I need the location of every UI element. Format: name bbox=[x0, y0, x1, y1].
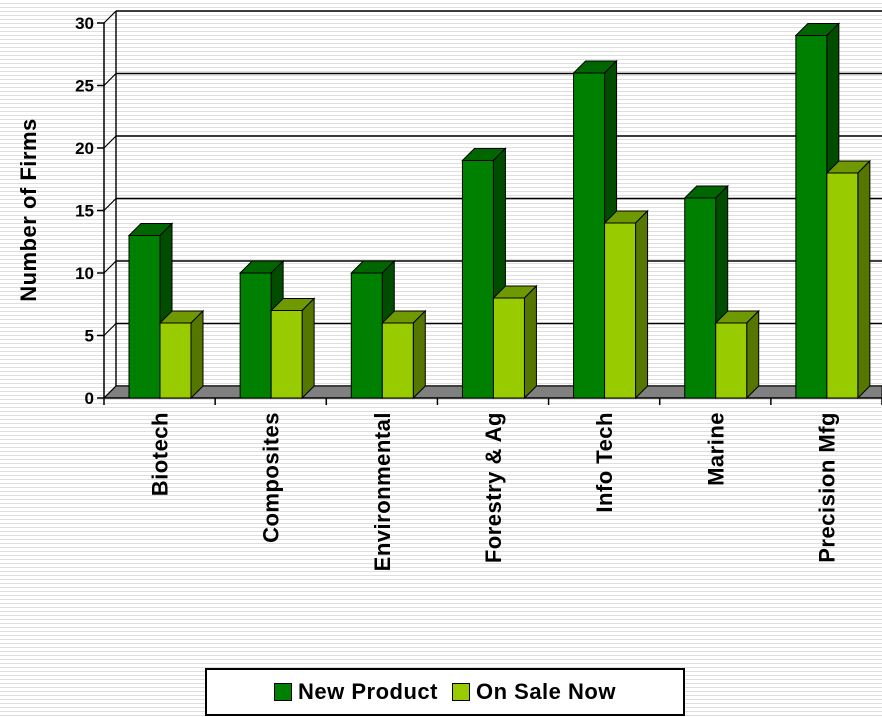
y-tick-label: 15 bbox=[75, 202, 94, 221]
y-axis-title: Number of Firms bbox=[16, 118, 41, 302]
legend-swatch-new-product bbox=[274, 683, 293, 701]
legend-label-on-sale-now: On Sale Now bbox=[475, 679, 616, 704]
x-category-label: Precision Mfg bbox=[814, 412, 839, 563]
bar-front bbox=[270, 310, 303, 399]
x-category-label: Environmental bbox=[370, 412, 395, 571]
bar-forestry-ag-on-sale-now bbox=[492, 284, 538, 400]
labels: 0 5 10 15 20 25 30 Biotech Composites Environment… bbox=[75, 14, 839, 571]
x-category-label: Marine bbox=[703, 412, 728, 486]
bar-composites-on-sale-now bbox=[269, 297, 316, 400]
bar-front bbox=[492, 297, 525, 399]
legend: New Product On Sale Now bbox=[205, 668, 685, 716]
legend-entry-on-sale-now: On Sale Now bbox=[451, 679, 616, 705]
bar-front bbox=[461, 160, 494, 399]
bar-front bbox=[826, 172, 859, 399]
bar-side bbox=[412, 309, 426, 400]
bar-front bbox=[604, 222, 637, 399]
bar-front bbox=[350, 272, 383, 399]
bar-front bbox=[381, 322, 414, 399]
bar-front bbox=[159, 322, 192, 399]
bar-side bbox=[857, 159, 871, 400]
y-tick-label: 25 bbox=[75, 77, 94, 96]
bar-biotech-on-sale-now bbox=[158, 309, 205, 400]
legend-entry-new-product: New Product bbox=[274, 679, 438, 705]
bar-precision-mfg-on-sale-now bbox=[825, 159, 872, 400]
x-category-label: Biotech bbox=[148, 412, 173, 496]
bars bbox=[127, 22, 872, 400]
bar-environmental-on-sale-now bbox=[381, 309, 427, 400]
bar-front bbox=[128, 235, 161, 399]
y-tick-depth bbox=[103, 323, 117, 336]
bar-side bbox=[190, 309, 204, 400]
bar-front bbox=[795, 35, 828, 399]
y-tick-label: 30 bbox=[75, 14, 94, 33]
y-tick-depth bbox=[103, 385, 117, 399]
y-tick-label: 5 bbox=[85, 327, 94, 346]
y-tick-label: 10 bbox=[75, 264, 94, 283]
y-tick-depth bbox=[103, 198, 117, 211]
bar-side bbox=[301, 297, 315, 400]
bar-front bbox=[573, 72, 606, 399]
x-category-label: Info Tech bbox=[592, 412, 617, 513]
y-tick-depth bbox=[103, 10, 117, 24]
x-category-label: Composites bbox=[259, 412, 284, 543]
y-tick-depth bbox=[103, 135, 117, 149]
bar-front bbox=[239, 272, 272, 399]
bar-side bbox=[635, 209, 649, 400]
x-category-label: Forestry & Ag bbox=[481, 412, 506, 563]
bar-side bbox=[746, 309, 760, 400]
legend-label-new-product: New Product bbox=[298, 679, 438, 704]
legend-swatch-on-sale-now bbox=[451, 683, 470, 701]
y-tick-depth bbox=[103, 260, 117, 274]
y-tick-label: 20 bbox=[75, 139, 94, 158]
y-tick-depth bbox=[103, 73, 117, 86]
bar-chart: 0 5 10 15 20 25 30 Biotech Composites Environment… bbox=[16, 10, 882, 571]
bar-front bbox=[715, 322, 748, 399]
bar-info-tech-on-sale-now bbox=[603, 209, 649, 400]
bar-precision-mfg-new-product bbox=[794, 22, 841, 400]
y-tick-label: 0 bbox=[85, 389, 94, 408]
bar-front bbox=[684, 197, 717, 399]
bar-marine-on-sale-now bbox=[714, 309, 760, 400]
bar-side bbox=[523, 284, 537, 400]
